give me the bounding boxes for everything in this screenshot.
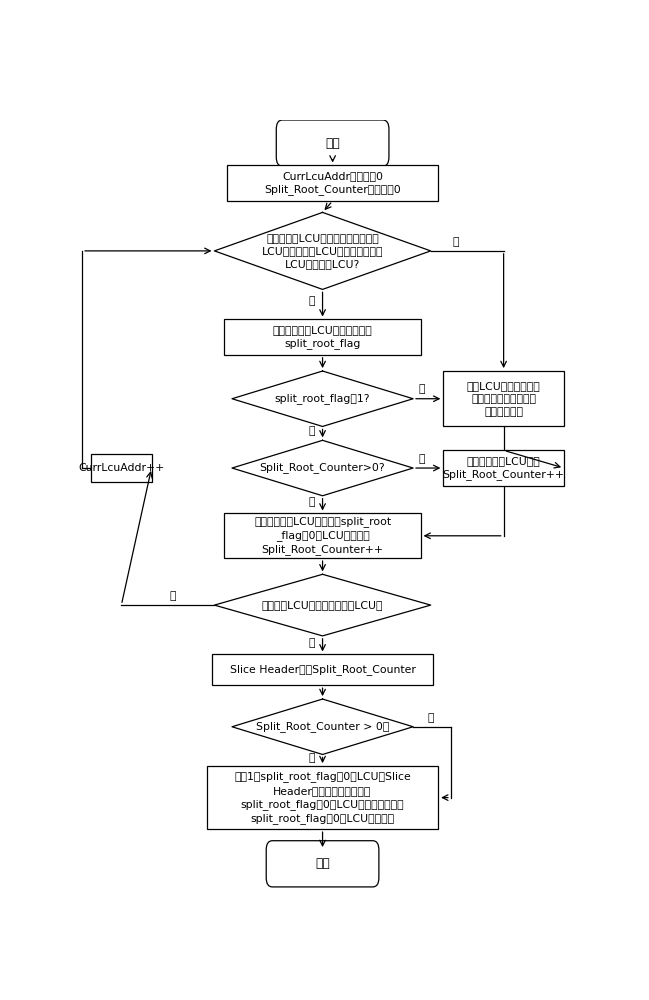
Text: 否: 否	[169, 591, 176, 601]
Text: 开始: 开始	[325, 137, 340, 150]
Text: Split_Root_Counter > 0？: Split_Root_Counter > 0？	[256, 721, 389, 732]
Text: 根据LCU划分情况，递
归编码除根层外的其他
各层划分标志: 根据LCU划分情况，递 归编码除根层外的其他 各层划分标志	[467, 381, 541, 417]
Text: split_root_flag为1?: split_root_flag为1?	[275, 393, 371, 404]
FancyBboxPatch shape	[276, 120, 389, 166]
FancyBboxPatch shape	[266, 841, 379, 887]
Text: 是: 是	[308, 638, 315, 648]
FancyBboxPatch shape	[212, 654, 434, 685]
FancyBboxPatch shape	[225, 513, 421, 558]
Text: CurrLcuAddr初始化为0
Split_Root_Counter初始化为0: CurrLcuAddr初始化为0 Split_Root_Counter初始化为0	[264, 171, 401, 195]
Polygon shape	[232, 371, 413, 426]
FancyBboxPatch shape	[443, 371, 564, 426]
FancyBboxPatch shape	[225, 319, 421, 355]
Text: 是: 是	[308, 753, 315, 763]
Polygon shape	[232, 699, 413, 754]
Text: 编码图像每LCU行或列包含非整数个
LCU且当前编码LCU属于图像右边界
LCU或下边界LCU?: 编码图像每LCU行或列包含非整数个 LCU且当前编码LCU属于图像右边界 LCU…	[262, 233, 384, 269]
Text: 保存当前编码LCU地址
Split_Root_Counter++: 保存当前编码LCU地址 Split_Root_Counter++	[443, 456, 565, 480]
Polygon shape	[214, 574, 431, 636]
Text: CurrLcuAddr++: CurrLcuAddr++	[79, 463, 164, 473]
Text: 是: 是	[453, 237, 459, 247]
Text: 是: 是	[308, 497, 315, 507]
FancyBboxPatch shape	[207, 766, 438, 829]
Text: 获取当前编码LCU根层划分标志
split_root_flag: 获取当前编码LCU根层划分标志 split_root_flag	[273, 325, 373, 349]
Text: 保存当前编码LCU与前一个split_root
_flag为0的LCU地址之差
Split_Root_Counter++: 保存当前编码LCU与前一个split_root _flag为0的LCU地址之差 …	[254, 516, 391, 555]
Text: 否: 否	[428, 713, 434, 723]
Text: 否: 否	[308, 296, 315, 306]
Text: 结束: 结束	[315, 857, 330, 870]
Text: 否: 否	[308, 426, 315, 436]
Text: 是: 是	[419, 384, 425, 394]
FancyBboxPatch shape	[227, 165, 438, 201]
FancyBboxPatch shape	[443, 450, 564, 486]
FancyBboxPatch shape	[91, 454, 152, 482]
Polygon shape	[232, 440, 413, 496]
Text: Slice Header编码Split_Root_Counter: Slice Header编码Split_Root_Counter	[230, 664, 415, 675]
Polygon shape	[214, 212, 431, 289]
Text: 否: 否	[419, 454, 425, 464]
Text: 当前编码LCU是图像最后一个LCU？: 当前编码LCU是图像最后一个LCU？	[262, 600, 384, 610]
Text: 对第1个split_root_flag为0的LCU在Slice
Header编码其地址，对其他
split_root_flag为0的LCU编码其与前一个
spl: 对第1个split_root_flag为0的LCU在Slice Header编码…	[234, 771, 411, 824]
Text: Split_Root_Counter>0?: Split_Root_Counter>0?	[260, 463, 386, 473]
